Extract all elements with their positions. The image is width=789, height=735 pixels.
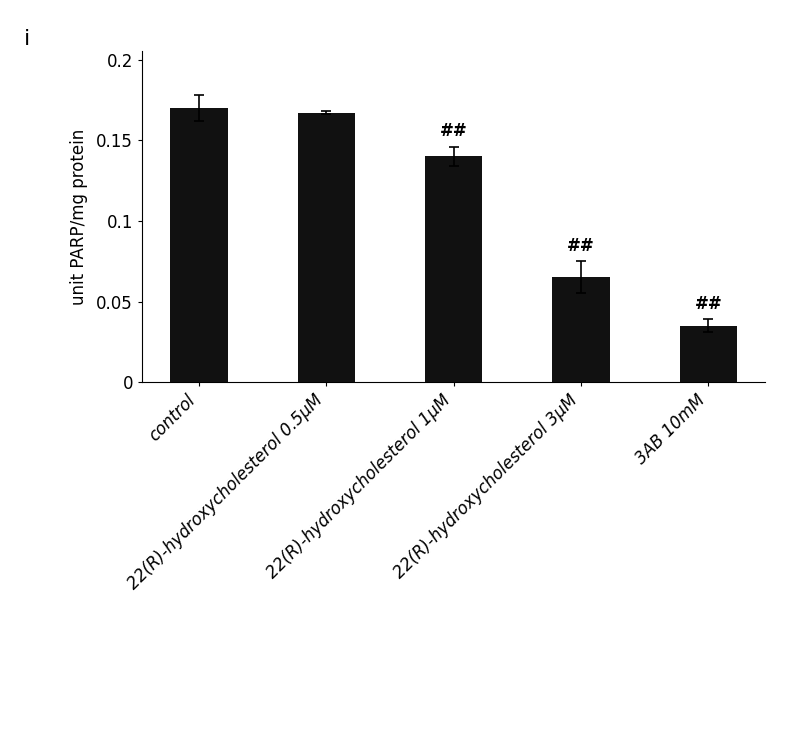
Bar <box>425 157 482 382</box>
Text: ##: ## <box>567 237 595 255</box>
Y-axis label: unit PARP/mg protein: unit PARP/mg protein <box>69 129 88 305</box>
Text: i: i <box>24 29 30 49</box>
Text: ##: ## <box>694 295 722 313</box>
Bar <box>552 277 610 382</box>
Bar <box>297 112 355 382</box>
Text: ##: ## <box>439 122 468 140</box>
Bar <box>170 108 228 382</box>
Bar <box>679 326 737 382</box>
